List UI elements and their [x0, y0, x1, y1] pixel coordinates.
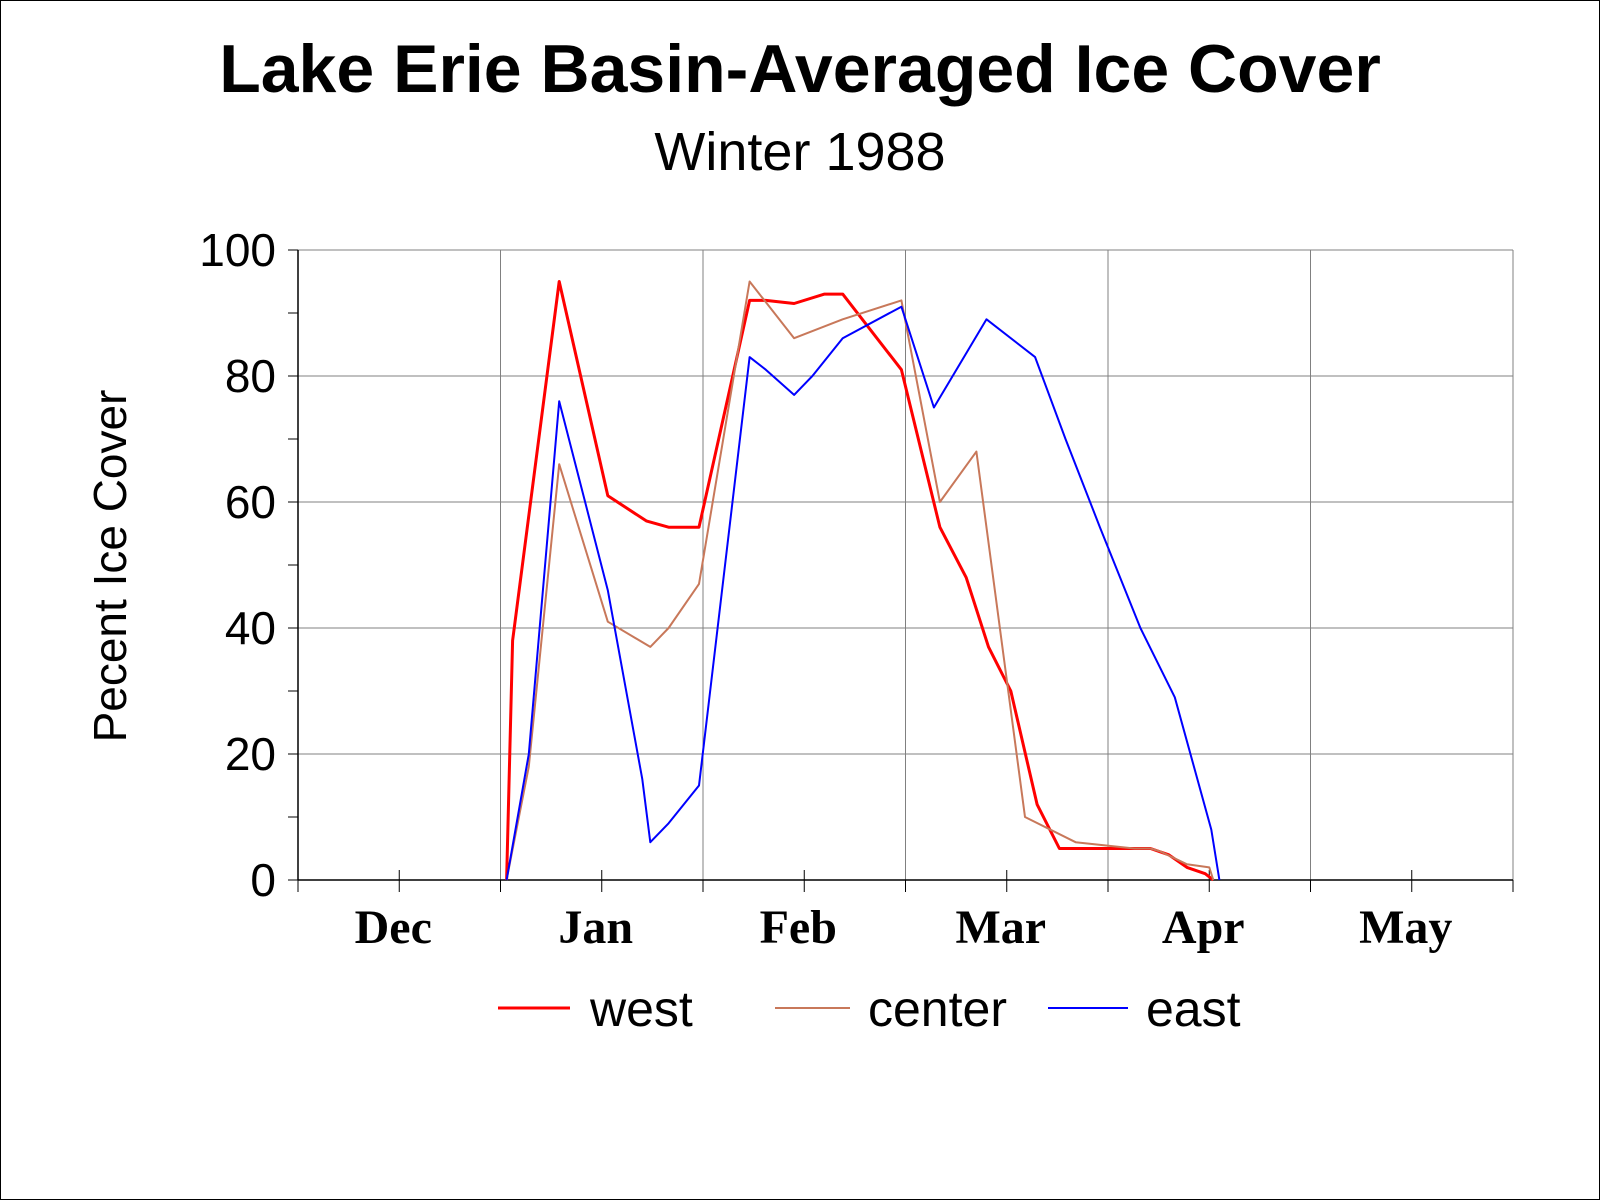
y-tick-labels: 0 20 40 60 80 100: [199, 224, 276, 906]
x-tick-label: Mar: [955, 901, 1046, 954]
chart-title: Lake Erie Basin-Averaged Ice Cover: [219, 31, 1381, 107]
x-tick-label: Dec: [355, 901, 432, 954]
y-tick-label: 80: [225, 350, 276, 402]
y-tick-label: 100: [199, 224, 276, 276]
y-tick-label: 60: [225, 476, 276, 528]
series-line-east: [505, 305, 1221, 881]
legend-label-center: center: [868, 981, 1007, 1037]
series-line-west: [505, 280, 1215, 882]
x-tick-labels: Dec Jan Feb Mar Apr May: [355, 901, 1453, 954]
legend: west center east: [498, 981, 1241, 1037]
x-tick-label: May: [1359, 901, 1452, 954]
y-tick-label: 0: [250, 854, 276, 906]
y-tick-label: 20: [225, 728, 276, 780]
axes: [288, 249, 1514, 892]
grid: [298, 249, 1513, 880]
x-tick-label: Jan: [558, 901, 633, 954]
y-tick-label: 40: [225, 602, 276, 654]
chart-subtitle: Winter 1988: [654, 122, 945, 182]
x-tick-label: Feb: [760, 901, 837, 954]
legend-label-west: west: [589, 981, 693, 1037]
y-axis-label: Pecent Ice Cover: [84, 390, 136, 743]
series-lines: [505, 280, 1221, 882]
x-tick-label: Apr: [1162, 901, 1245, 954]
series-line-center: [505, 280, 1215, 881]
legend-label-east: east: [1146, 981, 1241, 1037]
